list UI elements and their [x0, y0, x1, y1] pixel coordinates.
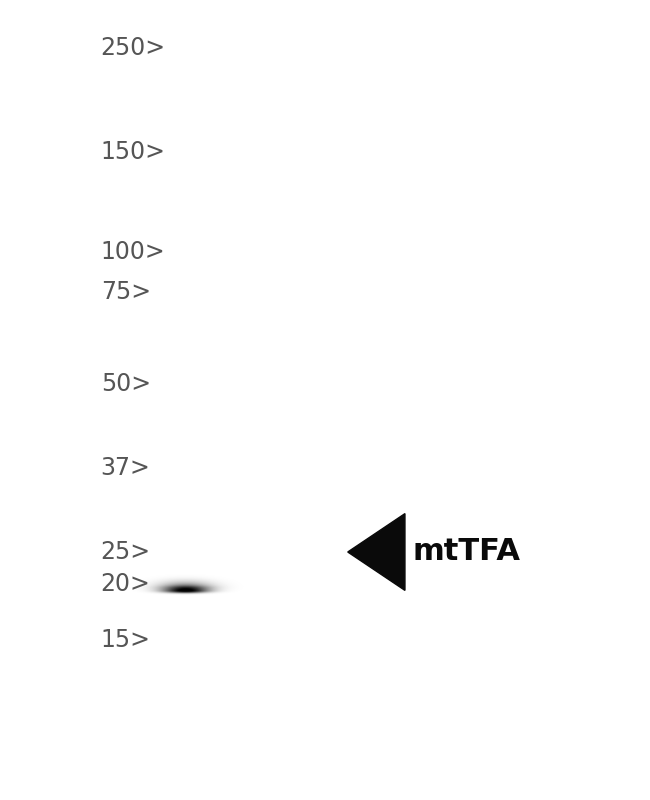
Text: 37>: 37>	[101, 456, 151, 480]
Text: 250>: 250>	[101, 36, 166, 60]
Text: 15>: 15>	[101, 628, 151, 652]
Text: 20>: 20>	[101, 572, 151, 596]
Polygon shape	[348, 514, 405, 590]
Text: mtTFA: mtTFA	[413, 538, 521, 566]
Text: 75>: 75>	[101, 280, 151, 304]
Text: 150>: 150>	[101, 140, 166, 164]
Text: 25>: 25>	[101, 540, 151, 564]
Text: 50>: 50>	[101, 372, 151, 396]
Text: 100>: 100>	[101, 240, 166, 264]
